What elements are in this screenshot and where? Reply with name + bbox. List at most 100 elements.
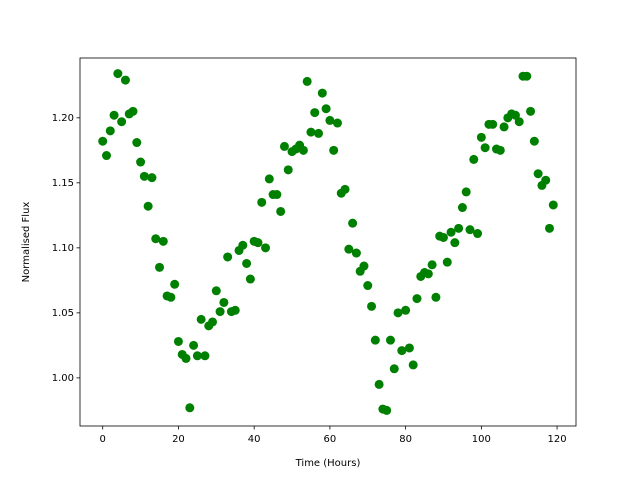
point (276, 206, 286, 216)
point (476, 132, 486, 142)
point (132, 138, 142, 148)
point (230, 305, 240, 315)
point (446, 227, 456, 237)
point (321, 104, 331, 114)
point (488, 119, 498, 129)
point (544, 223, 554, 233)
point (105, 126, 115, 136)
point (196, 314, 206, 324)
point (219, 297, 229, 307)
point (238, 240, 248, 250)
point (242, 258, 252, 268)
axes-frame (79, 57, 577, 427)
point (344, 244, 354, 254)
x-axis-label: Time (Hours) (295, 458, 361, 469)
x-tick-label: 20 (172, 434, 185, 445)
point (438, 232, 448, 242)
point (314, 128, 324, 138)
point (397, 346, 407, 356)
point (253, 238, 263, 248)
point (526, 106, 536, 116)
point (431, 292, 441, 302)
point (548, 200, 558, 210)
point (264, 174, 274, 184)
point (401, 305, 411, 315)
point (139, 171, 149, 181)
y-axis-label: Normalised Flux (21, 202, 32, 283)
point (283, 165, 293, 175)
point (147, 173, 157, 183)
point (215, 307, 225, 317)
point (181, 353, 191, 363)
point (332, 118, 342, 128)
point (340, 184, 350, 194)
point (173, 336, 183, 346)
point (480, 143, 490, 153)
point (495, 145, 505, 155)
point (272, 190, 282, 200)
point (261, 243, 271, 253)
point (120, 75, 130, 85)
y-tick-label: 1.00 (52, 373, 74, 384)
x-tick-label: 0 (100, 434, 106, 445)
point (533, 169, 543, 179)
point (404, 343, 414, 353)
point (166, 292, 176, 302)
point (245, 274, 255, 284)
point (310, 108, 320, 118)
point (109, 110, 119, 120)
point (370, 335, 380, 345)
point (465, 225, 475, 235)
x-tick-label: 80 (399, 434, 412, 445)
x-tick-label: 60 (324, 434, 337, 445)
point (158, 236, 168, 246)
point (192, 351, 202, 361)
point (499, 122, 509, 132)
point (450, 238, 460, 248)
point (423, 269, 433, 279)
point (385, 335, 395, 345)
point (454, 223, 464, 233)
x-tick-label: 120 (548, 434, 567, 445)
point (329, 145, 339, 155)
point (279, 141, 289, 151)
point (389, 364, 399, 374)
point (200, 351, 210, 361)
point (257, 197, 267, 207)
plot-area (98, 69, 558, 415)
point (317, 88, 327, 98)
point (185, 403, 195, 413)
point (113, 69, 123, 79)
point (382, 405, 392, 415)
point (98, 136, 108, 146)
point (302, 76, 312, 86)
x-tick-label: 40 (248, 434, 261, 445)
point (136, 157, 146, 167)
y-tick-label: 1.05 (52, 308, 74, 319)
point (128, 106, 138, 116)
point (393, 308, 403, 318)
point (367, 301, 377, 311)
point (211, 286, 221, 296)
y-tick-label: 1.20 (52, 113, 74, 124)
point (208, 317, 218, 327)
point (117, 117, 127, 127)
point (514, 117, 524, 127)
point (170, 279, 180, 289)
point (457, 203, 467, 213)
point (223, 252, 233, 262)
point (359, 261, 369, 271)
point (348, 218, 358, 228)
point (189, 340, 199, 350)
point (155, 262, 165, 272)
point (541, 175, 551, 185)
point (298, 145, 308, 155)
point (363, 281, 373, 291)
point (469, 154, 479, 164)
point (102, 151, 112, 161)
point (442, 257, 452, 267)
y-tick-label: 1.15 (52, 178, 74, 189)
point (374, 379, 384, 389)
point (529, 136, 539, 146)
